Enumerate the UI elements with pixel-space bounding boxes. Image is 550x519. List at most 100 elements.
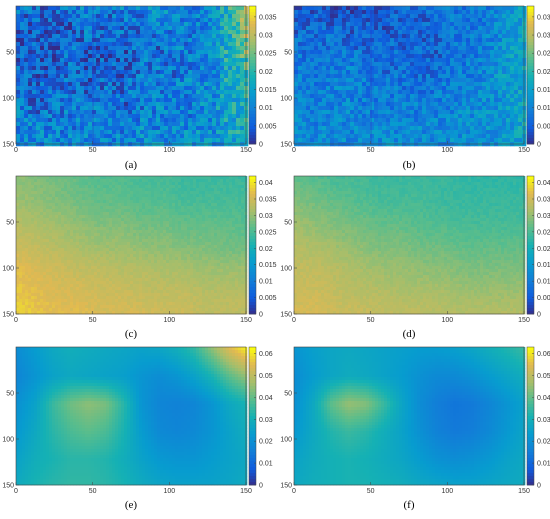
heatmap-cell — [204, 102, 209, 107]
heatmap-cell — [180, 58, 185, 63]
heatmap-cell — [228, 66, 233, 71]
heatmap-cell — [354, 90, 359, 95]
heatmap-cell — [418, 10, 423, 15]
heatmap-cell — [318, 134, 323, 139]
heatmap-cell — [127, 179, 131, 183]
heatmap-cell — [160, 138, 165, 143]
heatmap-cell — [88, 191, 92, 195]
heatmap-cell — [514, 30, 519, 35]
heatmap-cell — [91, 191, 95, 195]
heatmap-cell — [156, 86, 161, 91]
heatmap-cell — [414, 98, 419, 103]
heatmap-cell — [72, 122, 77, 127]
heatmap-cell — [342, 6, 347, 11]
heatmap-cell — [486, 58, 491, 63]
heatmap-cell — [354, 62, 359, 67]
heatmap-cell — [34, 179, 38, 183]
heatmap-cell — [204, 30, 209, 35]
heatmap-cell — [470, 94, 475, 99]
heatmap-cell — [76, 74, 81, 79]
heatmap-cell — [52, 54, 57, 59]
heatmap-cell — [446, 78, 451, 83]
heatmap-cell — [394, 134, 399, 139]
heatmap-cell — [120, 10, 125, 15]
heatmap-cell — [226, 197, 230, 201]
heatmap-cell — [306, 74, 311, 79]
heatmap-cell — [430, 66, 435, 71]
heatmap-cell — [151, 188, 155, 192]
heatmap-cell — [88, 197, 92, 201]
heatmap-cell — [136, 118, 141, 123]
heatmap-cell — [148, 114, 153, 119]
heatmap-cell — [474, 106, 479, 111]
heatmap-cell — [514, 66, 519, 71]
heatmap-cell — [310, 34, 315, 39]
heatmap-cell — [112, 26, 117, 31]
heatmap-cell — [514, 102, 519, 107]
heatmap-cell — [358, 46, 363, 51]
heatmap-cell — [132, 26, 137, 31]
heatmap-cell — [462, 82, 467, 87]
heatmap-cell — [132, 66, 137, 71]
colorbar-segment — [527, 24, 534, 28]
heatmap-cell — [139, 197, 143, 201]
heatmap-cell — [294, 46, 299, 51]
heatmap-cell — [180, 106, 185, 111]
heatmap-cell — [462, 70, 467, 75]
colorbar-segment — [527, 6, 534, 10]
heatmap-cell — [228, 46, 233, 51]
heatmap-cell — [188, 78, 193, 83]
heatmap-cell — [338, 134, 343, 139]
heatmap-cell — [450, 138, 455, 143]
heatmap-cell — [130, 179, 134, 183]
heatmap-cell — [410, 42, 415, 47]
heatmap-cell — [148, 122, 153, 127]
heatmap-cell — [212, 10, 217, 15]
heatmap-cell — [76, 86, 81, 91]
heatmap-cell — [124, 114, 129, 119]
heatmap-cell — [394, 70, 399, 75]
heatmap-cell — [208, 118, 213, 123]
heatmap-cell — [80, 22, 85, 27]
heatmap-cell — [498, 34, 503, 39]
heatmap-cell — [228, 78, 233, 83]
heatmap-cell — [120, 86, 125, 91]
heatmap-cell — [140, 78, 145, 83]
heatmap-cell — [188, 26, 193, 31]
heatmap-cell — [510, 74, 515, 79]
heatmap-cell — [84, 126, 89, 131]
heatmap-cell — [60, 34, 65, 39]
heatmap-cell — [217, 188, 221, 192]
heatmap-cell — [132, 134, 137, 139]
heatmap-cell — [68, 126, 73, 131]
heatmap-cell — [370, 102, 375, 107]
heatmap-cell — [217, 179, 221, 183]
heatmap-cell — [386, 54, 391, 59]
heatmap-cell — [446, 86, 451, 91]
heatmap-cell — [200, 102, 205, 107]
heatmap-cell — [96, 54, 101, 59]
heatmap-cell — [398, 78, 403, 83]
heatmap-cell — [36, 90, 41, 95]
heatmap-cell — [172, 6, 177, 11]
heatmap-cell — [175, 194, 179, 198]
heatmap-cell — [157, 188, 161, 192]
heatmap-cell — [32, 134, 37, 139]
heatmap-cell — [52, 191, 56, 195]
heatmap-cell — [164, 82, 169, 87]
heatmap-cell — [133, 176, 137, 180]
heatmap-cell — [386, 82, 391, 87]
heatmap-cell — [116, 38, 121, 43]
heatmap-cell — [426, 118, 431, 123]
heatmap-cell — [478, 102, 483, 107]
heatmap-cell — [43, 182, 47, 186]
heatmap-cell — [148, 191, 152, 195]
heatmap-cell — [168, 78, 173, 83]
heatmap-cell — [200, 58, 205, 63]
heatmap-cell — [32, 126, 37, 131]
heatmap-cell — [232, 110, 237, 115]
heatmap-cell — [322, 74, 327, 79]
heatmap-cell — [184, 6, 189, 11]
heatmap-cell — [140, 58, 145, 63]
heatmap-cell — [152, 126, 157, 131]
